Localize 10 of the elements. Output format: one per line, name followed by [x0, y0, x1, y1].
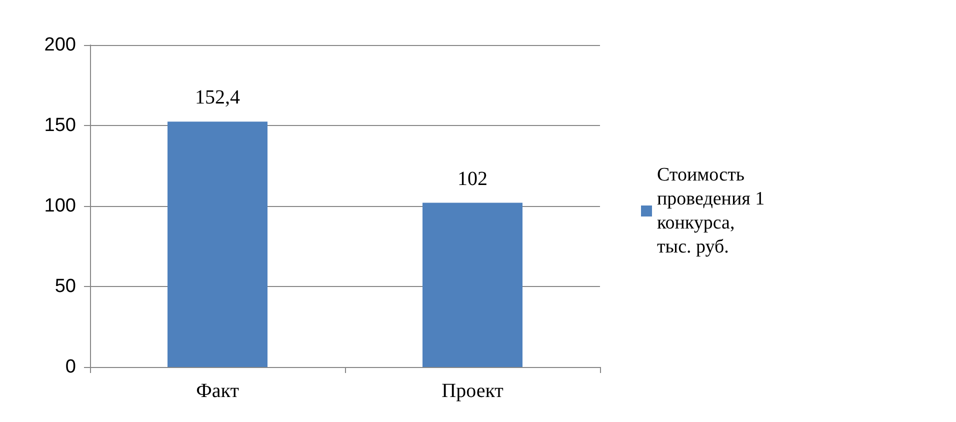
y-tick-label: 150: [44, 115, 76, 136]
x-tick-label: Проект: [442, 380, 504, 402]
y-tick-label: 50: [54, 276, 76, 297]
x-tick-label: Факт: [196, 380, 240, 402]
data-label: 102: [458, 168, 488, 190]
legend-label: Стоимость проведения 1 конкурса, тыс. руб.: [657, 164, 770, 258]
y-tick-label: 0: [65, 356, 76, 378]
y-tick-label: 200: [44, 34, 76, 56]
y-tick-label: 100: [44, 196, 76, 216]
data-label: 152,4: [195, 86, 240, 109]
